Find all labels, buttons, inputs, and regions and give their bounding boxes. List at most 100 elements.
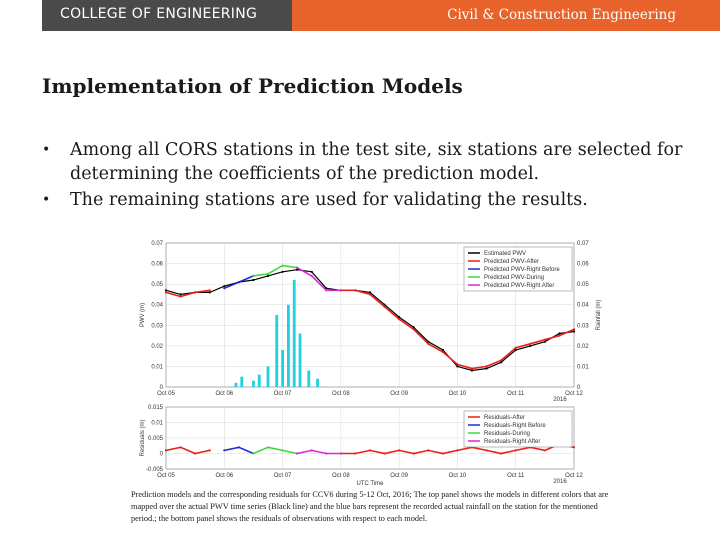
x-tick-label: Oct 11 [507, 391, 525, 397]
rainfall-bar [281, 349, 284, 387]
data-point [281, 264, 284, 267]
x-year-label: 2016 [553, 397, 567, 403]
data-point [543, 449, 546, 452]
y2-tick-label: 0 [577, 385, 581, 391]
header-bar: COLLEGE OF ENGINEERING Civil & Construct… [0, 0, 720, 31]
data-point [398, 449, 401, 452]
data-point [208, 289, 211, 292]
legend-label: Residuals-During [484, 431, 530, 437]
x-axis-label: UTC Time [357, 481, 385, 487]
x-tick-label: Oct 09 [390, 391, 408, 397]
x-year-label: 2016 [553, 479, 567, 485]
data-point [223, 285, 226, 288]
bullet-text: The remaining stations are used for vali… [70, 190, 588, 210]
data-point [237, 446, 240, 449]
series-line [296, 267, 341, 292]
legend-box [463, 410, 573, 448]
bullet-icon: • [42, 192, 51, 208]
x-tick-label: Oct 07 [274, 473, 292, 479]
rainfall-bar [316, 378, 319, 387]
legend-label: Residuals-Right After [484, 439, 540, 445]
data-point [223, 449, 226, 452]
series-line [253, 264, 298, 277]
bullet-text: Among all CORS stations in the test site… [70, 140, 683, 184]
legend-label: Predicted PWV-During [484, 275, 544, 281]
rainfall-bar [266, 366, 270, 387]
data-point [514, 449, 517, 452]
data-point [572, 330, 576, 333]
data-point [325, 289, 328, 292]
y2-tick-label: 0.04 [577, 303, 589, 309]
bullet-icon: • [42, 142, 51, 158]
rainfall-bar [292, 280, 296, 387]
data-point [572, 446, 576, 449]
figure-caption: Prediction models and the corresponding … [131, 490, 609, 523]
data-point [456, 449, 459, 452]
x-tick-label: Oct 12 [565, 473, 583, 479]
legend-label: Predicted PWV-Right Before [484, 267, 560, 273]
data-point [281, 449, 284, 452]
data-point [529, 342, 532, 345]
data-point [412, 326, 415, 329]
y-axis-label: PWV (m) [140, 303, 146, 327]
data-point [164, 449, 168, 452]
data-point [179, 293, 182, 296]
data-point [529, 344, 532, 347]
data-point [441, 348, 444, 352]
legend-label: Predicted PWV-After [484, 259, 539, 265]
data-point [310, 270, 313, 273]
y2-tick-label: 0.02 [577, 344, 589, 350]
x-tick-label: Oct 08 [332, 391, 350, 397]
data-point [208, 291, 211, 294]
pwv-residuals-chart: 0 0 0.01 0.01 0.02 0.02 0.03 0.03 0.04 0.04 0.05 0.… [140, 241, 602, 487]
data-point [441, 350, 444, 354]
data-point [354, 289, 357, 292]
college-name: COLLEGE OF ENGINEERING [60, 6, 258, 22]
x-tick-label: Oct 06 [215, 391, 233, 397]
rainfall-bar [307, 370, 311, 387]
college-banner: COLLEGE OF ENGINEERING [42, 0, 292, 31]
data-point [252, 452, 255, 455]
figure: 0 0 0.01 0.01 0.02 0.02 0.03 0.03 0.04 0.04 0.05 0.… [126, 231, 616, 540]
rainfall-bar [240, 376, 244, 387]
data-point [398, 318, 401, 321]
x-tick-label: Oct 11 [507, 473, 525, 479]
y2-tick-label: 0.03 [577, 323, 589, 329]
y2-tick-label: 0.05 [577, 282, 589, 288]
data-point [310, 274, 313, 277]
legend-label: Predicted PWV-Right After [484, 283, 554, 289]
rainfall-bar [275, 315, 279, 387]
data-point [296, 452, 299, 455]
x-tick-label: Oct 05 [157, 391, 175, 397]
data-point [223, 287, 226, 290]
y2-tick-label: 0.07 [577, 241, 589, 247]
y2-tick-label: 0.01 [577, 364, 589, 370]
x-tick-label: Oct 10 [449, 473, 467, 479]
bullet-item: • The remaining stations are used for val… [42, 188, 692, 212]
y-tick-label: 0 [160, 452, 164, 458]
y-tick-label: 0.07 [151, 241, 163, 247]
x-tick-label: Oct 08 [332, 473, 350, 479]
data-point [383, 303, 386, 306]
series-line [253, 446, 298, 455]
y-tick-label: 0.02 [151, 344, 163, 350]
data-point [368, 291, 372, 294]
data-point [179, 295, 182, 298]
data-point [208, 449, 211, 452]
data-point [500, 452, 503, 455]
data-point [368, 449, 372, 452]
data-point [237, 281, 240, 284]
data-point [558, 332, 561, 335]
y-tick-label: 0.01 [151, 364, 163, 370]
x-tick-label: Oct 09 [390, 473, 408, 479]
y-tick-label: 0.03 [151, 323, 163, 329]
data-point [164, 289, 168, 292]
data-point [412, 328, 415, 331]
y-tick-label: 0.05 [151, 282, 163, 288]
data-point [485, 449, 488, 452]
data-point [543, 340, 546, 343]
y-tick-label: -0.005 [146, 467, 164, 473]
rainfall-bar [234, 382, 238, 387]
data-point [485, 365, 488, 368]
bullet-list: • Among all CORS stations in the test sit… [42, 138, 692, 214]
